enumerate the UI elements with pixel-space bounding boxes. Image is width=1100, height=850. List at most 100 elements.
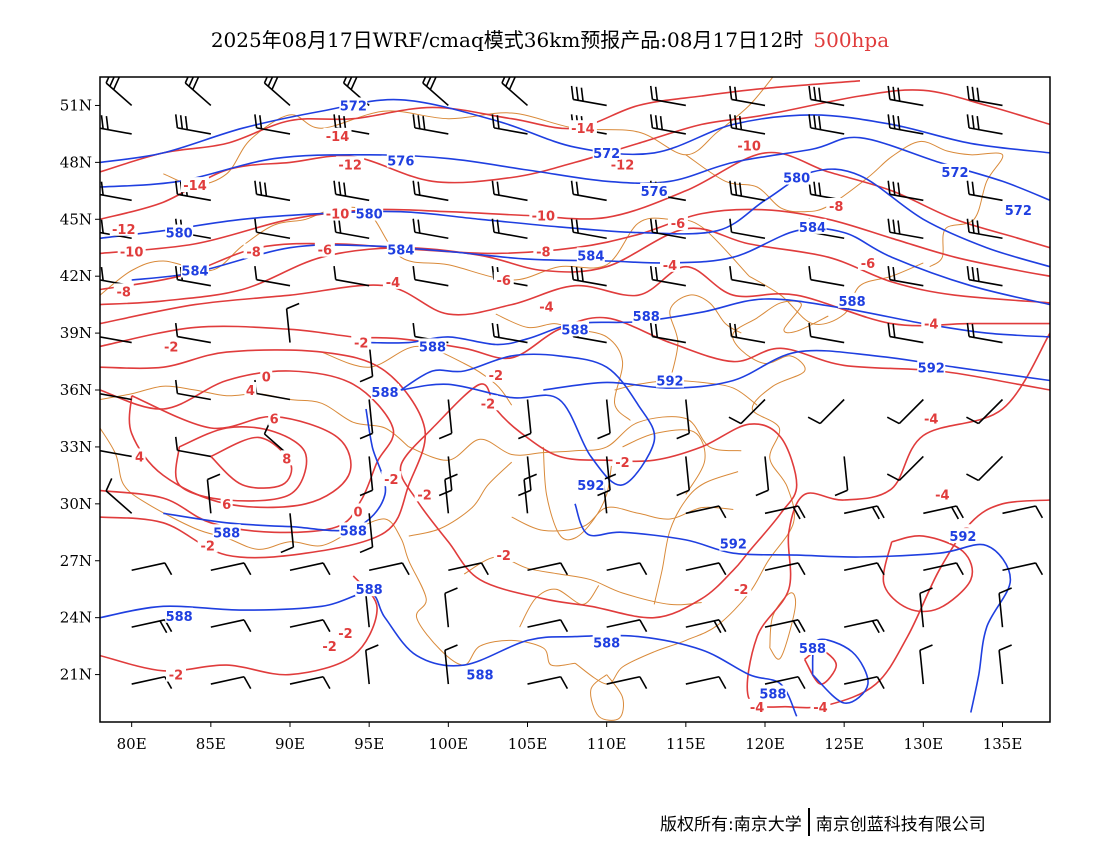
wind-barb	[606, 675, 648, 689]
height-contour-label: 572	[941, 166, 968, 181]
y-tick-label: 45N	[60, 210, 92, 228]
wind-barb	[359, 399, 374, 440]
border-line	[100, 427, 576, 667]
wind-barb	[527, 619, 569, 633]
temperature-contour-line	[100, 208, 1050, 291]
wind-barb	[755, 456, 770, 497]
border-line	[769, 592, 797, 660]
border-line	[574, 300, 829, 685]
wind-barb	[523, 473, 537, 514]
height-contour-label: 580	[783, 172, 810, 187]
wind-barb	[333, 266, 370, 287]
wind-barb	[649, 85, 686, 107]
wind-barb	[518, 456, 532, 497]
wind-barb	[966, 85, 1003, 107]
height-contour-label: 572	[1005, 204, 1032, 219]
wind-barb	[807, 398, 845, 425]
temperature-contour-label: -6	[671, 217, 685, 232]
wind-barb	[966, 455, 1004, 482]
temperature-contour-label: -2	[497, 549, 511, 564]
wind-barb	[280, 513, 295, 554]
height-contour-label-bg	[640, 182, 669, 198]
wind-barb	[100, 266, 132, 287]
y-tick-label: 21N	[60, 666, 92, 684]
border-line	[495, 313, 631, 421]
wind-barb	[289, 675, 331, 689]
wind-barb	[1002, 505, 1044, 519]
height-contour-label: 592	[949, 530, 976, 545]
wind-barb	[843, 619, 885, 634]
wind-barb	[491, 180, 528, 202]
temperature-contour-label: 0	[262, 371, 271, 386]
wind-barb	[263, 77, 291, 107]
wind-barb	[843, 505, 885, 520]
wind-barb	[1002, 562, 1044, 576]
wind-barb	[764, 505, 806, 520]
y-tick-label: 33N	[60, 438, 92, 456]
wind-barb	[100, 115, 132, 135]
wind-barb	[174, 114, 211, 135]
temperature-contour-label-bg	[280, 450, 293, 466]
temperature-contour-label-bg	[612, 454, 633, 470]
wind-barb	[210, 675, 252, 689]
temperature-contour-label-bg	[352, 503, 365, 519]
wind-barb	[685, 505, 727, 519]
height-contour-label-bg	[181, 262, 209, 278]
x-tick-label: 135E	[983, 735, 1023, 753]
wind-barb	[606, 562, 648, 576]
temperature-contour-line	[210, 436, 293, 489]
temperature-contour-label-bg	[323, 127, 352, 143]
temperature-contour-label-bg	[857, 254, 878, 270]
temperature-contour-label-bg	[529, 207, 558, 223]
temperature-contour-label-bg	[382, 273, 403, 289]
temperature-contour-label: 4	[246, 384, 255, 399]
wind-barb	[105, 77, 133, 107]
temperature-contour-label: 6	[222, 498, 231, 513]
height-contour-label: 576	[387, 154, 414, 169]
height-contour-label-bg	[386, 152, 415, 168]
temperature-contour-label-bg	[181, 177, 209, 193]
temperature-contour-label-bg	[335, 624, 356, 640]
height-contour-line	[574, 503, 1012, 713]
border-line	[163, 77, 774, 186]
wind-barb	[887, 85, 924, 107]
temperature-contour-label: -4	[813, 701, 827, 716]
temperature-contour-label: -6	[861, 257, 875, 272]
height-contour-label: 592	[918, 361, 945, 376]
temperature-contour-label: -2	[489, 369, 503, 384]
temperature-contour-label: -2	[338, 627, 352, 642]
temperature-contour-label-bg	[381, 471, 402, 487]
wind-barb	[919, 587, 933, 628]
wind-barb	[886, 455, 924, 482]
temperature-contour-label-bg	[197, 537, 218, 553]
temperature-contour-label: -2	[615, 456, 629, 471]
wind-barb	[174, 436, 211, 458]
wind-barb	[412, 180, 449, 202]
temperature-contour-label-bg	[220, 495, 233, 511]
height-contour-label-bg	[798, 640, 827, 656]
height-contour-line	[400, 353, 656, 486]
wind-barb	[834, 456, 849, 497]
temperature-contour-label-bg	[323, 205, 352, 221]
height-contour-label-bg	[758, 685, 787, 701]
wind-barb	[444, 473, 458, 514]
temperature-contour-label: -2	[481, 397, 495, 412]
x-tick-label: 80E	[117, 735, 147, 753]
height-contour-label-bg	[212, 524, 241, 540]
temperature-contour-label-bg	[314, 241, 335, 257]
height-contour-label: 592	[656, 375, 683, 390]
temperature-contour-label: -4	[663, 259, 677, 274]
temperature-contour-line	[174, 426, 308, 502]
temperature-contour-line	[100, 227, 1050, 306]
wind-barb	[887, 114, 924, 135]
wind-barb	[685, 675, 727, 689]
x-tick-label: 90E	[275, 735, 305, 753]
height-contour-label-bg	[838, 292, 867, 308]
wind-barb	[359, 456, 374, 497]
height-contour-label: 584	[181, 265, 208, 280]
temperature-contour-line	[399, 383, 798, 619]
height-contour-label: 580	[356, 208, 383, 223]
wind-barb	[649, 114, 686, 135]
temperature-contour-line	[100, 575, 378, 676]
temperature-contour-label: -6	[497, 274, 511, 289]
